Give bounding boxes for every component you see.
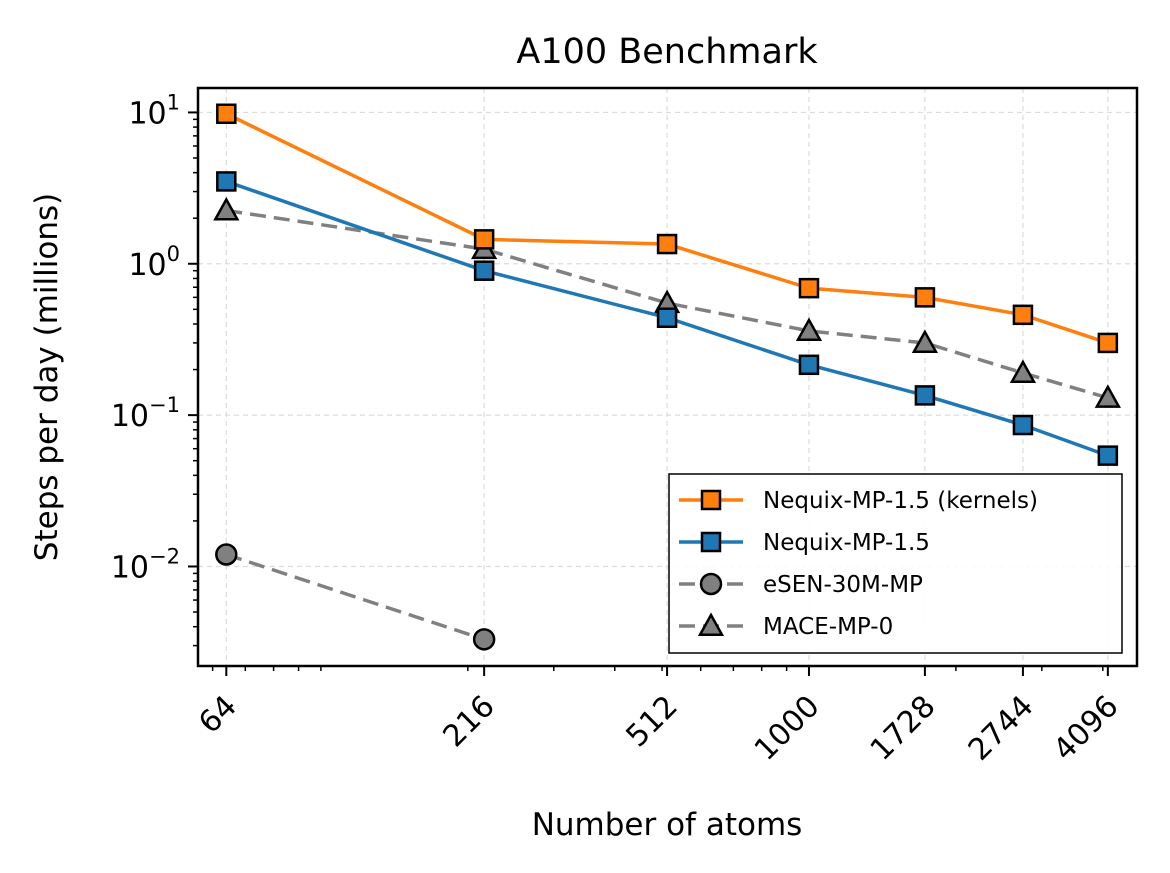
data-point <box>914 385 936 406</box>
x-tick-label: 4096 <box>1047 689 1126 768</box>
data-point <box>473 260 495 281</box>
data-point <box>1012 414 1034 436</box>
y-tick-label: 10−2 <box>111 544 180 585</box>
legend-item: MACE-MP-0 <box>679 612 893 640</box>
data-point <box>216 103 237 125</box>
legend: Nequix-MP-1.5 (kernels) Nequix-MP-1.5 eSEN… <box>668 473 1123 654</box>
data-point <box>798 277 820 299</box>
x-tick-label: 512 <box>619 689 684 754</box>
series-line <box>225 552 485 642</box>
legend-frame <box>668 473 1123 654</box>
data-point <box>473 229 495 250</box>
x-tick-label: 1728 <box>864 689 943 768</box>
y-tick-label: 101 <box>128 90 180 131</box>
data-point <box>1097 332 1119 354</box>
legend-label: MACE-MP-0 <box>763 614 893 640</box>
x-tick-label: 2744 <box>962 689 1041 768</box>
series-mace-mp-0 <box>213 196 1121 408</box>
data-point <box>1097 445 1119 466</box>
y-tick-label: 100 <box>128 242 180 283</box>
legend-label: eSEN-30M-MP <box>763 572 923 598</box>
y-tick-label: 10−1 <box>111 393 180 434</box>
x-tick-label: 1000 <box>748 689 827 768</box>
data-point <box>1009 359 1037 383</box>
x-tick-label: 216 <box>437 689 502 754</box>
x-axis-ticks: 64 216 512 1000 1728 2744 4096 <box>192 666 1126 768</box>
data-point <box>798 354 820 376</box>
y-axis-ticks: 101 100 10−1 10−2 <box>111 90 198 647</box>
legend-label: Nequix-MP-1.5 <box>763 530 930 556</box>
series-nequix-mp-1-5 <box>216 171 1119 466</box>
legend-marker <box>700 531 722 553</box>
series-layer <box>213 103 1121 651</box>
data-point <box>656 233 678 255</box>
legend-label: Nequix-MP-1.5 (kernels) <box>763 488 1038 514</box>
x-tick-label: 64 <box>192 689 244 741</box>
legend-marker <box>697 612 725 637</box>
data-point <box>911 329 939 353</box>
series-esen-30m-mp <box>215 543 496 651</box>
data-point <box>215 543 238 566</box>
series-nequix-mp-1-5-kernels- <box>216 103 1119 354</box>
chart-title: A100 Benchmark <box>516 32 818 72</box>
x-axis-label: Number of atoms <box>532 807 803 843</box>
legend-item: Nequix-MP-1.5 <box>679 530 930 556</box>
legend-item: Nequix-MP-1.5 (kernels) <box>679 488 1038 514</box>
legend-item: eSEN-30M-MP <box>679 572 923 598</box>
data-point <box>1094 384 1121 408</box>
legend-marker <box>699 572 723 596</box>
data-point <box>656 307 678 328</box>
data-point <box>1012 304 1034 326</box>
legend-marker <box>700 489 722 511</box>
data-point <box>795 317 823 341</box>
data-point <box>216 171 237 192</box>
data-point <box>472 628 496 651</box>
y-axis-label: Steps per day (millions) <box>29 193 65 561</box>
data-point <box>914 287 936 308</box>
data-point <box>213 196 240 221</box>
